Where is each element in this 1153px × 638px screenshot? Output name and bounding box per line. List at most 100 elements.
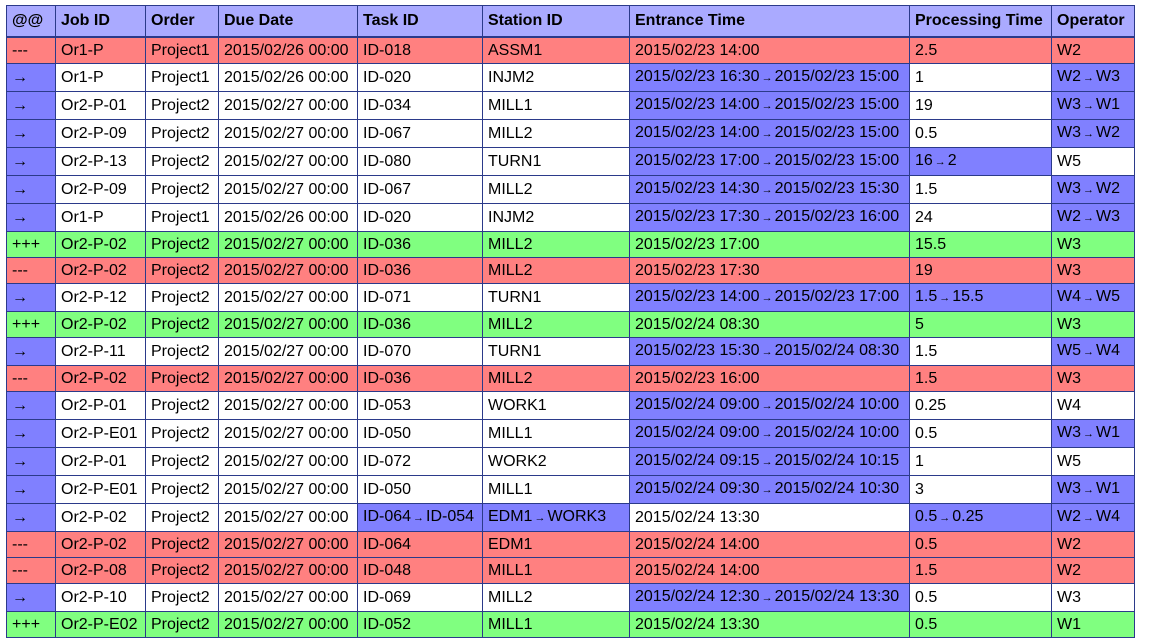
cell-job-id[interactable]: Or2-P-01 [55,447,146,476]
cell-processing-time[interactable]: 0.5 [909,119,1052,148]
cell-job-id[interactable]: Or2-P-01 [55,91,146,120]
col-header-entrance-time[interactable]: Entrance Time [629,5,910,38]
cell-order[interactable]: Project2 [145,257,219,284]
cell-task-id[interactable]: ID-020 [357,63,483,92]
cell-task-id[interactable]: ID-070 [357,337,483,366]
cell-task-id[interactable]: ID-036 [357,365,483,392]
cell-operator[interactable]: W2 → W3 [1051,63,1135,92]
cell-station-id[interactable]: TURN1 [482,283,630,312]
cell-order[interactable]: Project1 [145,63,219,92]
cell-operator[interactable]: W3 [1051,257,1135,284]
cell-processing-time[interactable]: 5 [909,311,1052,338]
cell-entrance-time[interactable]: 2015/02/24 09:30 → 2015/02/24 10:30 [629,475,910,504]
cell-processing-time[interactable]: 1.5 → 15.5 [909,283,1052,312]
cell-due-date[interactable]: 2015/02/26 00:00 [218,36,358,64]
cell-processing-time[interactable]: 1.5 [909,557,1052,584]
cell-entrance-time[interactable]: 2015/02/24 08:30 [629,311,910,338]
cell-diff-marker[interactable]: +++ [6,311,56,338]
cell-job-id[interactable]: Or1-P [55,63,146,92]
table-row[interactable]: → Or2-P-01 Project2 2015/02/27 00:00 ID-053 W… [6,391,1135,420]
cell-due-date[interactable]: 2015/02/27 00:00 [218,91,358,120]
cell-diff-marker[interactable]: → [6,175,56,204]
cell-entrance-time[interactable]: 2015/02/23 17:00 [629,231,910,258]
cell-diff-marker[interactable]: → [6,475,56,504]
cell-processing-time[interactable]: 0.5 → 0.25 [909,503,1052,532]
cell-task-id[interactable]: ID-067 [357,175,483,204]
table-row[interactable]: --- Or2-P-02 Project2 2015/02/27 00:00 ID-03… [6,365,1135,392]
cell-operator[interactable]: W3 → W1 [1051,475,1135,504]
cell-station-id[interactable]: MILL2 [482,257,630,284]
cell-operator[interactable]: W3 → W2 [1051,175,1135,204]
cell-station-id[interactable]: INJM2 [482,203,630,232]
cell-job-id[interactable]: Or2-P-02 [55,531,146,558]
cell-diff-marker[interactable]: → [6,203,56,232]
cell-operator[interactable]: W3 → W2 [1051,119,1135,148]
cell-station-id[interactable]: MILL2 [482,365,630,392]
cell-entrance-time[interactable]: 2015/02/24 09:00 → 2015/02/24 10:00 [629,391,910,420]
cell-diff-marker[interactable]: → [6,503,56,532]
cell-processing-time[interactable]: 1.5 [909,175,1052,204]
col-header-job-id[interactable]: Job ID [55,5,146,38]
cell-order[interactable]: Project2 [145,283,219,312]
cell-due-date[interactable]: 2015/02/26 00:00 [218,203,358,232]
cell-entrance-time[interactable]: 2015/02/23 14:00 → 2015/02/23 15:00 [629,91,910,120]
cell-order[interactable]: Project2 [145,147,219,176]
cell-operator[interactable]: W5 [1051,447,1135,476]
cell-entrance-time[interactable]: 2015/02/23 14:00 [629,36,910,64]
cell-processing-time[interactable]: 3 [909,475,1052,504]
cell-job-id[interactable]: Or2-P-09 [55,175,146,204]
table-row[interactable]: → Or2-P-02 Project2 2015/02/27 00:00 ID-064 →… [6,503,1135,532]
cell-due-date[interactable]: 2015/02/27 00:00 [218,503,358,532]
cell-order[interactable]: Project2 [145,475,219,504]
cell-job-id[interactable]: Or2-P-E01 [55,475,146,504]
cell-entrance-time[interactable]: 2015/02/23 14:00 → 2015/02/23 15:00 [629,119,910,148]
cell-due-date[interactable]: 2015/02/27 00:00 [218,447,358,476]
cell-due-date[interactable]: 2015/02/26 00:00 [218,63,358,92]
cell-order[interactable]: Project2 [145,419,219,448]
cell-job-id[interactable]: Or2-P-02 [55,503,146,532]
cell-task-id[interactable]: ID-080 [357,147,483,176]
cell-order[interactable]: Project1 [145,36,219,64]
cell-station-id[interactable]: TURN1 [482,337,630,366]
cell-entrance-time[interactable]: 2015/02/23 17:00 → 2015/02/23 15:00 [629,147,910,176]
table-row[interactable]: → Or2-P-E01 Project2 2015/02/27 00:00 ID-050… [6,419,1135,448]
table-row[interactable]: +++ Or2-P-02 Project2 2015/02/27 00:00 ID-03… [6,231,1135,258]
cell-task-id[interactable]: ID-020 [357,203,483,232]
cell-task-id[interactable]: ID-036 [357,231,483,258]
cell-diff-marker[interactable]: → [6,283,56,312]
cell-job-id[interactable]: Or2-P-13 [55,147,146,176]
cell-diff-marker[interactable]: --- [6,257,56,284]
col-header-task-id[interactable]: Task ID [357,5,483,38]
cell-due-date[interactable]: 2015/02/27 00:00 [218,119,358,148]
table-row[interactable]: → Or2-P-E01 Project2 2015/02/27 00:00 ID-050… [6,475,1135,504]
cell-diff-marker[interactable]: --- [6,531,56,558]
cell-job-id[interactable]: Or2-P-02 [55,231,146,258]
cell-entrance-time[interactable]: 2015/02/23 17:30 → 2015/02/23 16:00 [629,203,910,232]
cell-diff-marker[interactable]: → [6,337,56,366]
table-row[interactable]: → Or1-P Project1 2015/02/26 00:00 ID-020 INJM… [6,203,1135,232]
cell-operator[interactable]: W4 [1051,391,1135,420]
cell-due-date[interactable]: 2015/02/27 00:00 [218,583,358,612]
cell-processing-time[interactable]: 16 → 2 [909,147,1052,176]
cell-diff-marker[interactable]: → [6,119,56,148]
cell-diff-marker[interactable]: --- [6,365,56,392]
cell-order[interactable]: Project2 [145,175,219,204]
cell-task-id[interactable]: ID-064 → ID-054 [357,503,483,532]
col-header-station-id[interactable]: Station ID [482,5,630,38]
cell-diff-marker[interactable]: → [6,91,56,120]
cell-entrance-time[interactable]: 2015/02/24 14:00 [629,557,910,584]
cell-station-id[interactable]: MILL1 [482,419,630,448]
cell-order[interactable]: Project2 [145,311,219,338]
table-row[interactable]: → Or2-P-13 Project2 2015/02/27 00:00 ID-080 T… [6,147,1135,176]
cell-due-date[interactable]: 2015/02/27 00:00 [218,475,358,504]
cell-station-id[interactable]: MILL2 [482,175,630,204]
cell-task-id[interactable]: ID-072 [357,447,483,476]
table-row[interactable]: → Or2-P-01 Project2 2015/02/27 00:00 ID-072 W… [6,447,1135,476]
cell-operator[interactable]: W3 [1051,311,1135,338]
cell-processing-time[interactable]: 0.25 [909,391,1052,420]
table-row[interactable]: → Or2-P-01 Project2 2015/02/27 00:00 ID-034 M… [6,91,1135,120]
cell-task-id[interactable]: ID-034 [357,91,483,120]
cell-diff-marker[interactable]: +++ [6,231,56,258]
cell-job-id[interactable]: Or2-P-09 [55,119,146,148]
cell-processing-time[interactable]: 0.5 [909,419,1052,448]
